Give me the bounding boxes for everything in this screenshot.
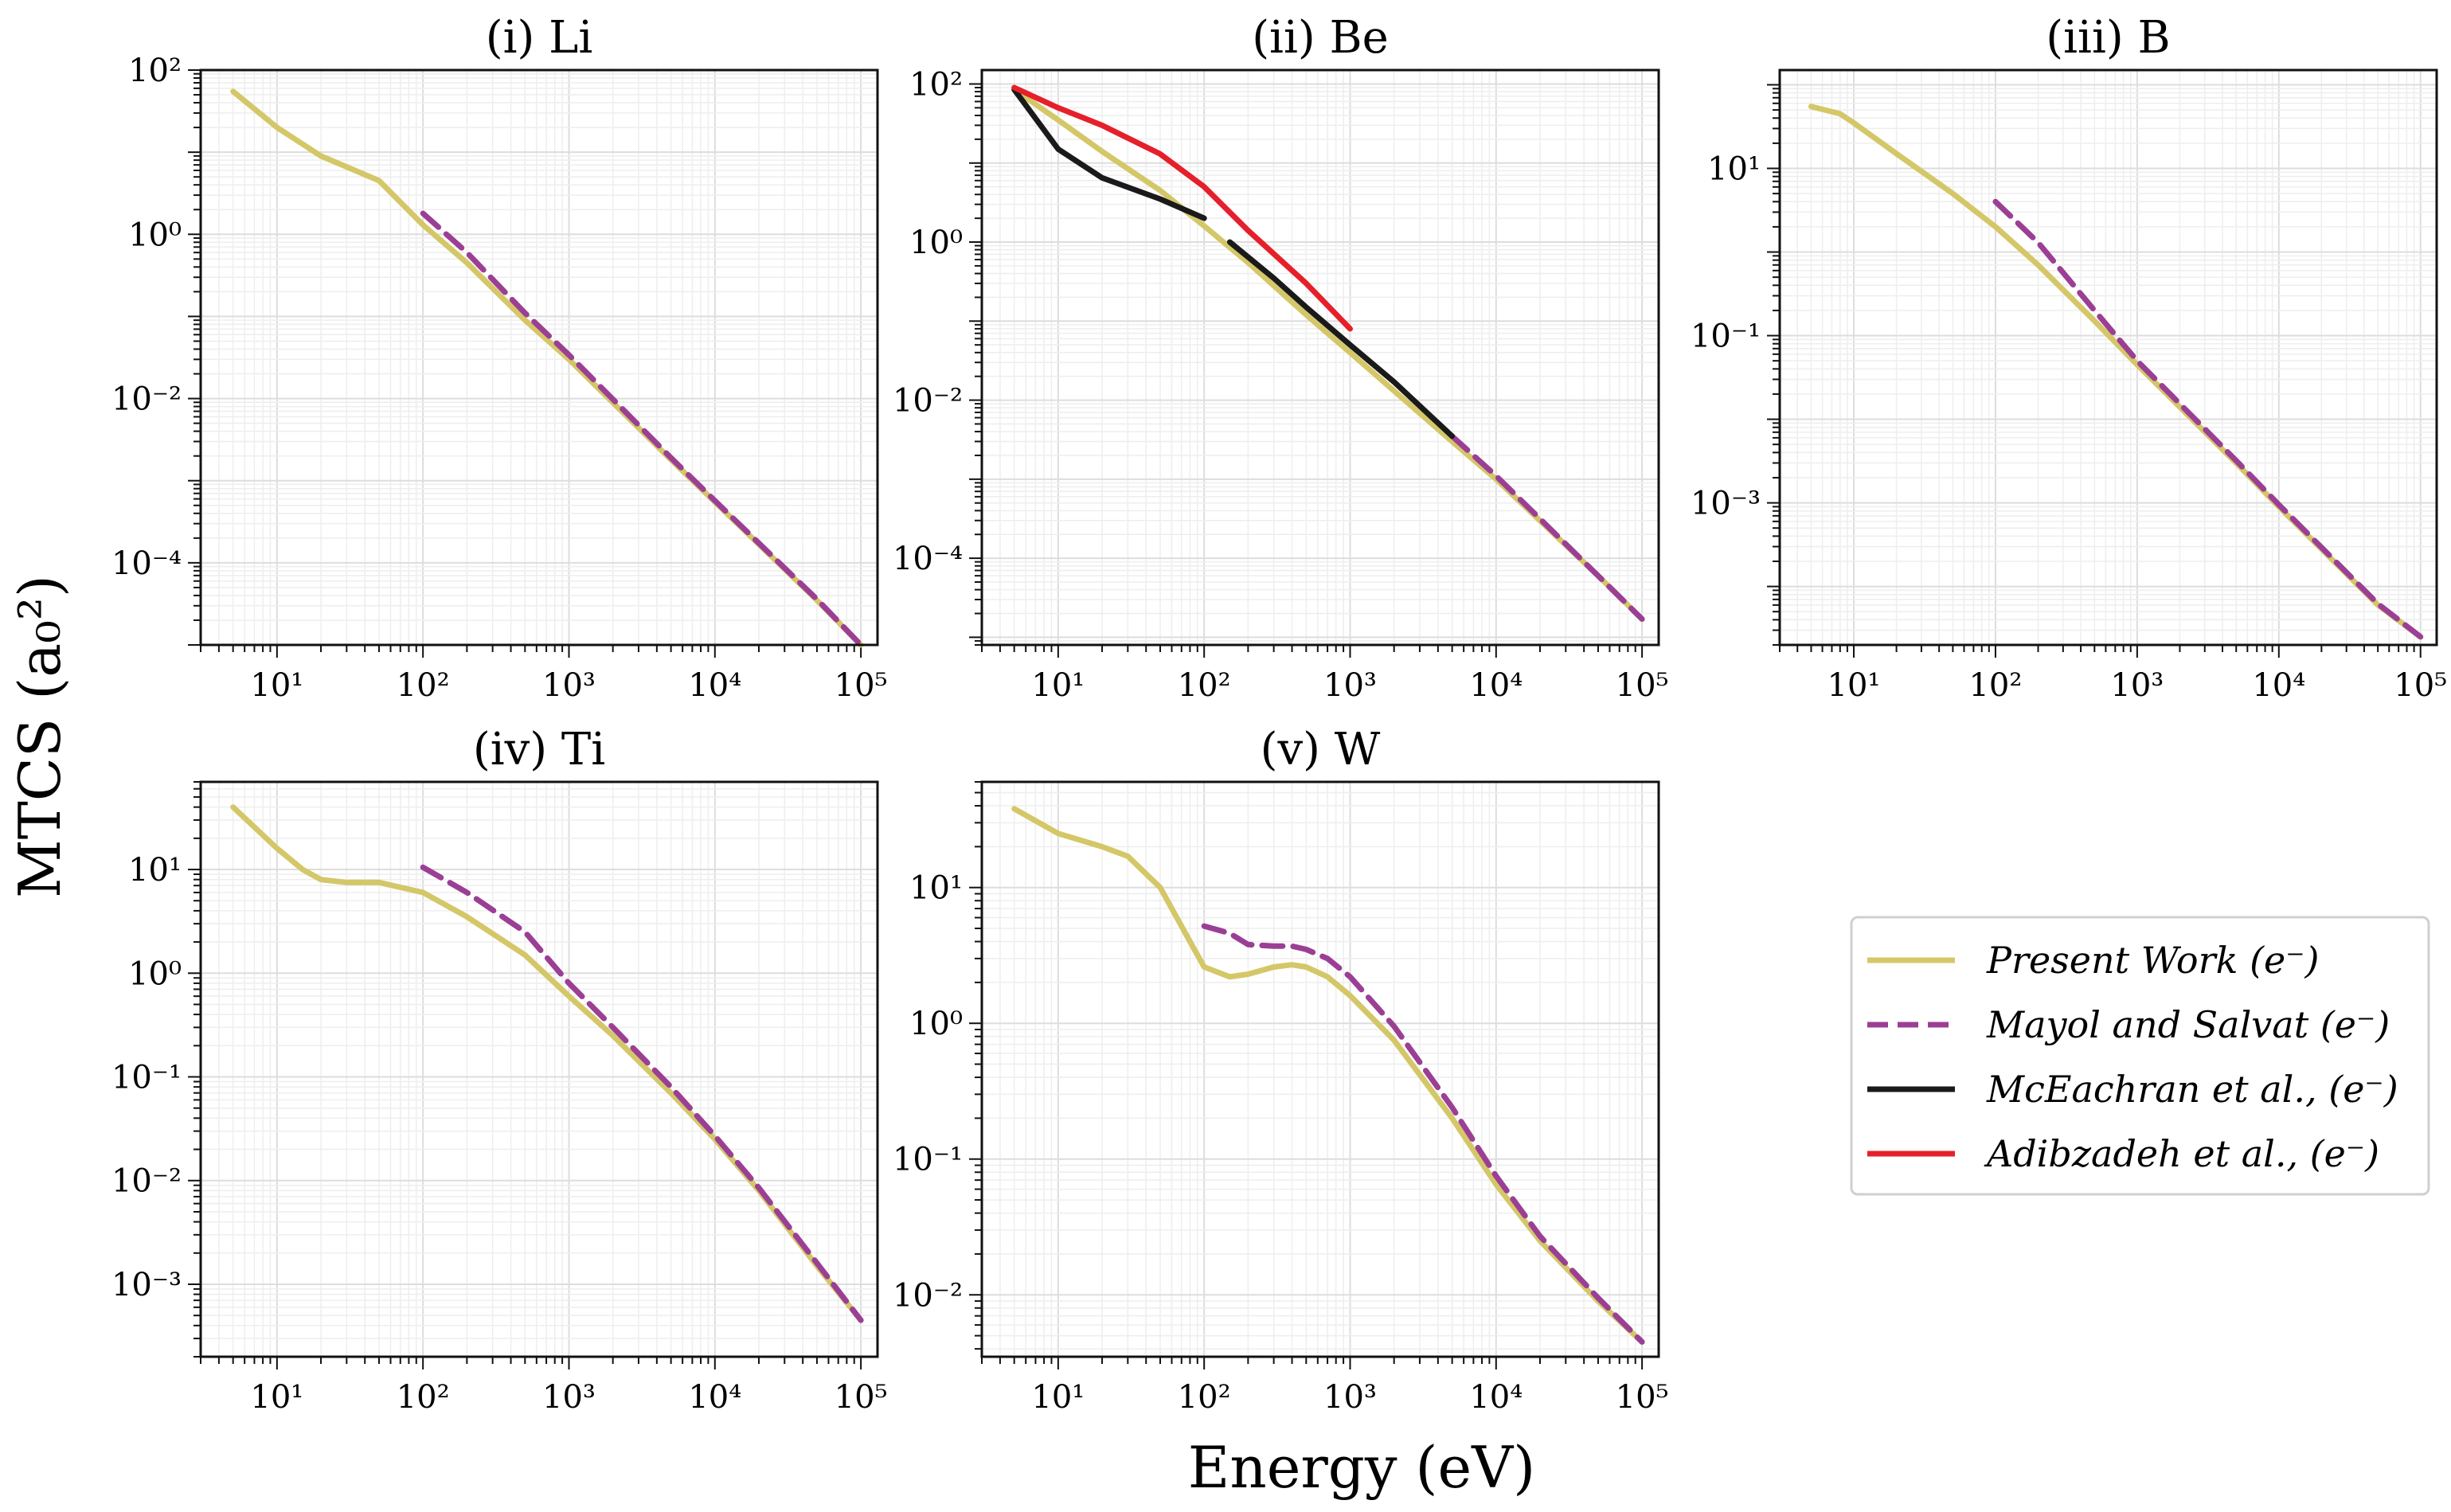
x-axis-label: Energy (eV) (1188, 1434, 1535, 1501)
x-tick-label: 10³ (1323, 1379, 1377, 1416)
x-tick-label: 10⁵ (1616, 667, 1669, 704)
panel-title: (v) W (1261, 724, 1381, 776)
x-tick-label: 10⁴ (688, 1379, 741, 1416)
legend-label-mceachran: McEachran et al., (e⁻) (1986, 1068, 2398, 1111)
x-tick-label: 10⁴ (2252, 667, 2305, 704)
legend-label-adibzadeh: Adibzadeh et al., (e⁻) (1984, 1132, 2379, 1175)
legend-label-present: Present Work (e⁻) (1986, 939, 2319, 982)
panel-4: (iv) Ti 10¹ 10² 10³ 10⁴ 10⁵ 10⁻³ 10⁻² 10⁻¹ 10⁰ 10¹ (111, 724, 888, 1416)
x-tick-label: 10² (397, 667, 450, 704)
series-line-1 (230, 804, 864, 1323)
y-tick-label: 10⁻² (893, 383, 963, 420)
series-line-1 (1011, 87, 1645, 622)
panel-5: (v) W 10¹ 10² 10³ 10⁴ 10⁵ 10⁻² 10⁻¹ 10⁰ 10¹ (893, 724, 1669, 1416)
x-tick-label: 10³ (542, 1379, 596, 1416)
x-tick-label: 10² (397, 1379, 450, 1416)
y-tick-label: 10⁰ (909, 1006, 963, 1042)
series-line-5 (1011, 84, 1353, 332)
axes-frame (199, 780, 879, 1358)
panel-2: (ii) Be 10¹ 10² 10³ 10⁴ 10⁵ 10⁻⁴ 10⁻² 10⁰ 10² (893, 12, 1669, 704)
y-tick-label: 10² (128, 53, 182, 89)
y-tick-label: 10⁻² (893, 1277, 963, 1314)
x-tick-label: 10³ (542, 667, 596, 704)
x-tick-label: 10⁴ (1469, 667, 1523, 704)
x-tick-label: 10² (1968, 667, 2022, 704)
x-tick-label: 10⁴ (688, 667, 741, 704)
series-line-2 (1201, 923, 1645, 1345)
axes-frame (1778, 68, 2438, 647)
y-tick-label: 10⁻³ (111, 1267, 182, 1303)
series-line-2 (1449, 433, 1645, 622)
series-line-2 (420, 864, 864, 1323)
series-line-1 (230, 88, 864, 648)
panel-3: (iii) B 10¹ 10² 10³ 10⁴ 10⁵ 10⁻³ 10⁻¹ 10¹ (1691, 12, 2447, 704)
series-line-2 (420, 210, 864, 648)
panel-title: (i) Li (486, 12, 593, 64)
x-tick-label: 10² (1178, 1379, 1231, 1416)
x-tick-label: 10³ (2110, 667, 2164, 704)
x-tick-label: 10⁵ (835, 667, 888, 704)
y-tick-label: 10⁰ (909, 225, 963, 261)
y-tick-label: 10⁻¹ (1691, 318, 1761, 355)
y-tick-label: 10⁻¹ (111, 1060, 182, 1096)
y-tick-label: 10⁻⁴ (111, 545, 182, 582)
y-tick-label: 10² (909, 66, 963, 103)
x-tick-label: 10⁵ (2394, 667, 2447, 704)
x-tick-label: 10⁴ (1469, 1379, 1523, 1416)
x-tick-label: 10² (1178, 667, 1231, 704)
panel-title: (ii) Be (1252, 12, 1389, 64)
y-tick-label: 10⁻³ (1691, 486, 1761, 522)
axes-frame (980, 780, 1660, 1358)
axes-frame (199, 68, 879, 647)
series-line-1 (1011, 806, 1645, 1345)
x-tick-label: 10¹ (1031, 1379, 1085, 1416)
x-tick-label: 10¹ (250, 1379, 303, 1416)
y-tick-label: 10⁰ (128, 217, 182, 253)
legend: Present Work (e⁻) Mayol and Salvat (e⁻) … (1850, 916, 2430, 1196)
y-tick-label: 10⁻⁴ (893, 541, 963, 577)
series-line-4 (1226, 239, 1456, 440)
legend-label-mayol: Mayol and Salvat (e⁻) (1986, 1003, 2390, 1046)
x-tick-label: 10³ (1323, 667, 1377, 704)
x-tick-label: 10¹ (1031, 667, 1085, 704)
panel-title: (iv) Ti (473, 724, 605, 776)
y-tick-label: 10¹ (128, 852, 182, 889)
series-line-3 (1011, 87, 1207, 221)
x-tick-label: 10¹ (250, 667, 303, 704)
x-tick-label: 10⁵ (1616, 1379, 1669, 1416)
y-axis-label: MTCS (a₀²) (6, 575, 73, 898)
legend-box (1850, 916, 2430, 1196)
y-tick-label: 10¹ (1707, 151, 1761, 188)
panel-1: (i) Li 10¹ 10² 10³ 10⁴ 10⁵ 10⁻⁴ 10⁻² 10⁰ 10² (111, 12, 888, 704)
panel-title: (iii) B (2046, 12, 2170, 64)
y-tick-label: 10⁰ (128, 955, 182, 992)
y-tick-label: 10¹ (909, 870, 963, 907)
axes-frame (980, 68, 1660, 647)
y-tick-label: 10⁻¹ (893, 1142, 963, 1178)
y-tick-label: 10⁻² (111, 1163, 182, 1200)
x-tick-label: 10⁵ (835, 1379, 888, 1416)
y-tick-label: 10⁻² (111, 381, 182, 418)
series-line-2 (1992, 198, 2424, 640)
x-tick-label: 10¹ (1828, 667, 1881, 704)
